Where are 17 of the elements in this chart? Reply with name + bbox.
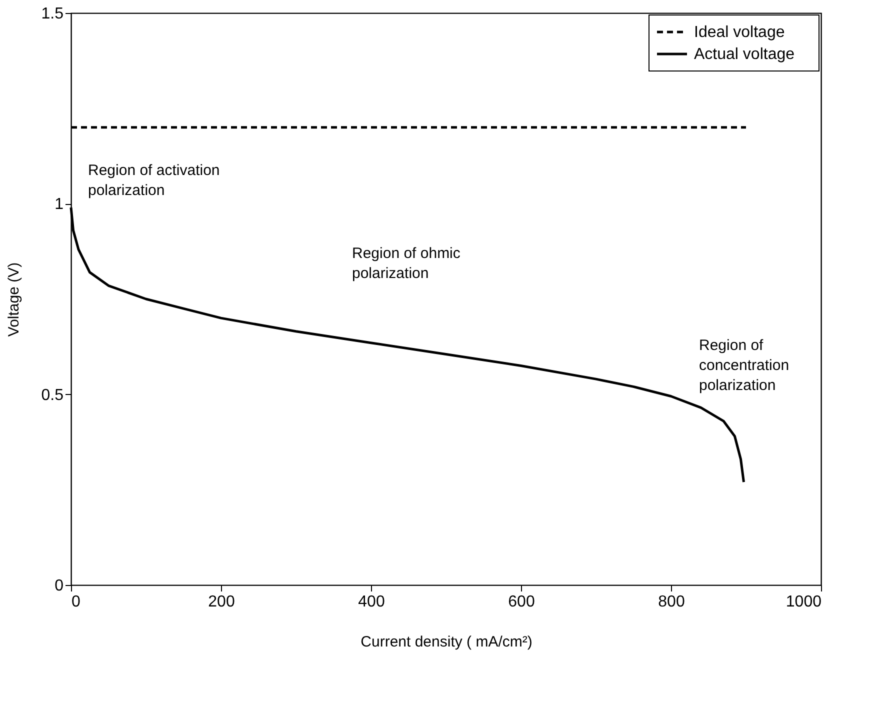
x-tick-label: 400	[358, 594, 385, 610]
x-axis-title: Current density ( mA/cm²)	[360, 634, 532, 650]
annotation: Region of concentration polarization	[699, 337, 790, 394]
y-tick-label: 0.5	[41, 386, 64, 404]
y-tick-label: 1.5	[41, 6, 64, 22]
y-tick-label: 1	[54, 196, 64, 214]
x-tick-label: 200	[208, 594, 235, 610]
legend-label: Ideal voltage	[694, 24, 785, 41]
x-tick-label: 800	[658, 594, 685, 610]
y-axis-title: Voltage (V)	[5, 262, 22, 337]
annotation: Region of activation polarization	[88, 162, 220, 199]
x-tick-label: 1000	[786, 594, 822, 610]
annotation: Region of ohmic polarization	[352, 245, 461, 282]
x-tick-label: 600	[508, 594, 535, 610]
legend-label: Actual voltage	[694, 46, 795, 63]
y-tick-label: 0	[54, 578, 64, 594]
x-tick-label: 0	[72, 594, 80, 610]
